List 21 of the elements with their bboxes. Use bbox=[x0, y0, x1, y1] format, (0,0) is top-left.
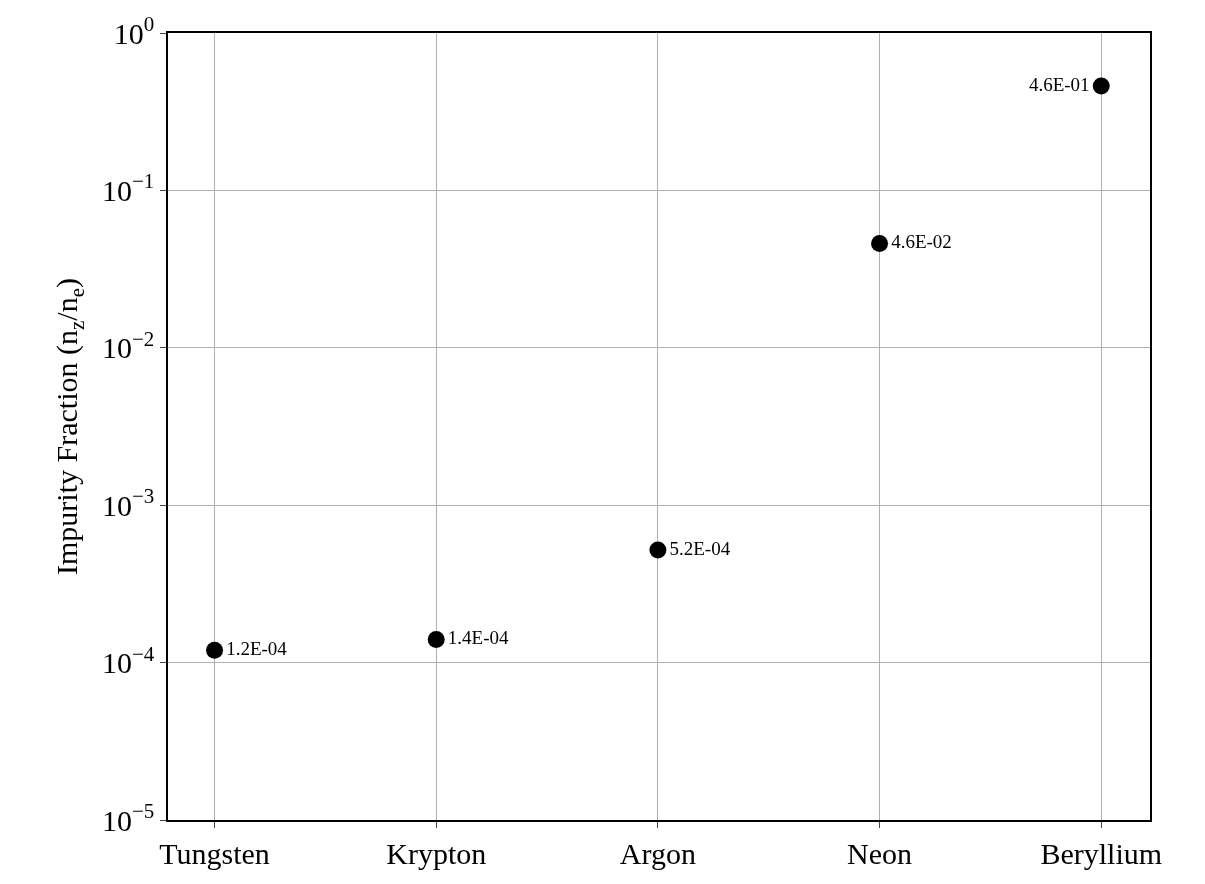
y-tick-label: 10$^{−1}$ bbox=[101, 169, 155, 207]
point bbox=[871, 234, 889, 252]
x-tick-label: Neon bbox=[847, 836, 913, 870]
y-tick-label: 10$^{0}$ bbox=[113, 11, 155, 50]
y-tick-label: 10$^{−4}$ bbox=[101, 641, 155, 680]
point bbox=[649, 541, 667, 559]
y-tick-label: 10$^{−5}$ bbox=[101, 798, 155, 837]
x-tick-label: Beryllium bbox=[1040, 836, 1163, 870]
point bbox=[427, 631, 445, 649]
data-label: 4.6E-02 bbox=[891, 231, 952, 253]
data-label: 5.2E-04 bbox=[669, 537, 731, 559]
point bbox=[1092, 77, 1110, 95]
data-label: 1.4E-04 bbox=[447, 627, 510, 649]
y-tick-label: 10$^{−3}$ bbox=[101, 484, 155, 522]
y-tick-label: 10$^{−2}$ bbox=[101, 326, 155, 365]
point bbox=[206, 641, 224, 659]
x-tick-label: Krypton bbox=[386, 836, 487, 870]
x-tick-label: Argon bbox=[619, 836, 696, 870]
data-label: 4.6E-01 bbox=[1028, 73, 1090, 95]
x-tick-label: Tungsten bbox=[159, 836, 270, 870]
data-label: 1.2E-04 bbox=[226, 637, 288, 659]
